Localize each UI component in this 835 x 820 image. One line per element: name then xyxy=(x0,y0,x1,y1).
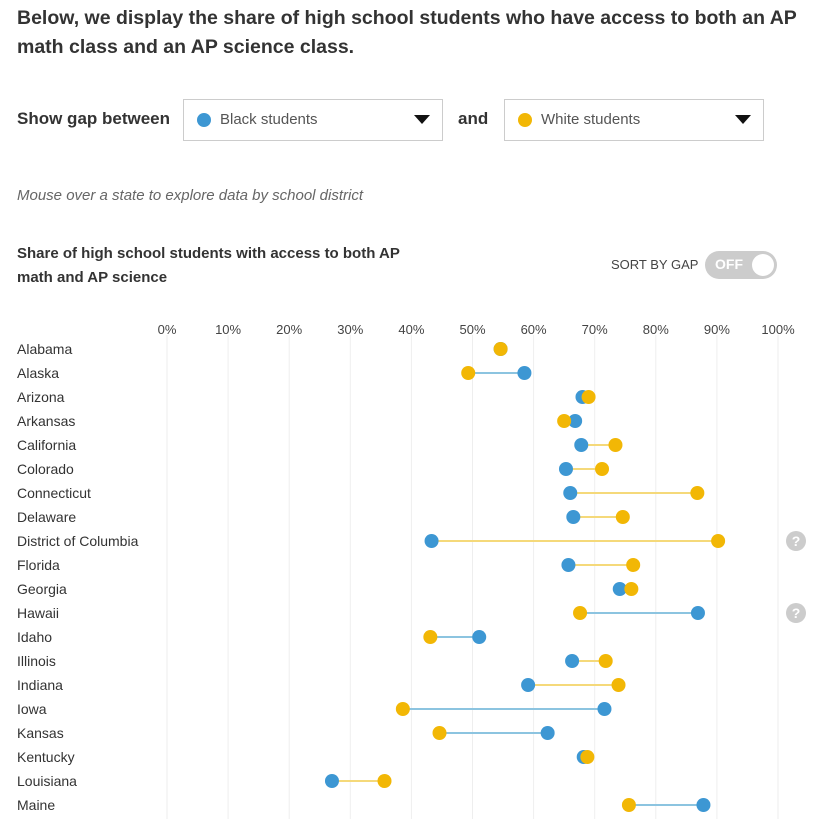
state-label[interactable]: Connecticut xyxy=(17,485,91,501)
help-icon-glyph: ? xyxy=(792,605,801,621)
state-label[interactable]: Idaho xyxy=(17,629,52,645)
and-label: and xyxy=(458,109,489,128)
black-students-point[interactable] xyxy=(424,534,439,548)
black-students-point[interactable] xyxy=(612,582,627,596)
white-students-point[interactable] xyxy=(423,630,438,644)
help-icon[interactable]: ? xyxy=(786,531,806,551)
white-students-point[interactable] xyxy=(580,750,595,764)
state-label[interactable]: Georgia xyxy=(17,581,67,597)
black-students-point[interactable] xyxy=(540,726,555,740)
white-students-point[interactable] xyxy=(395,702,410,716)
white-students-point[interactable] xyxy=(626,558,641,572)
help-icon-circle xyxy=(786,603,806,623)
x-tick-label: 0% xyxy=(158,322,177,337)
black-students-point[interactable] xyxy=(597,702,612,716)
x-tick-label: 60% xyxy=(521,322,547,337)
black-students-point[interactable] xyxy=(565,654,580,668)
x-tick-label: 80% xyxy=(643,322,669,337)
state-label[interactable]: Louisiana xyxy=(17,773,77,789)
hover-hint: Mouse over a state to explore data by sc… xyxy=(17,187,364,204)
white-students-point[interactable] xyxy=(595,462,610,476)
x-tick-label: 10% xyxy=(215,322,241,337)
gap-controls: Show gap between Black students and Whit… xyxy=(17,99,817,141)
state-label[interactable]: Maine xyxy=(17,797,55,813)
state-label[interactable]: Alaska xyxy=(17,365,59,381)
state-label[interactable]: Kansas xyxy=(17,725,64,741)
state-label[interactable]: Delaware xyxy=(17,509,76,525)
x-tick-label: 90% xyxy=(704,322,730,337)
state-label[interactable]: Illinois xyxy=(17,653,56,669)
group1-select-value: Black students xyxy=(220,111,318,128)
black-students-dot-icon xyxy=(197,113,211,127)
black-students-point[interactable] xyxy=(566,510,581,524)
group2-select[interactable]: White students xyxy=(504,99,764,141)
state-label[interactable]: Indiana xyxy=(17,677,63,693)
white-students-point[interactable] xyxy=(493,342,508,356)
state-label[interactable]: Alabama xyxy=(17,341,72,357)
black-students-point[interactable] xyxy=(690,606,705,620)
black-students-point[interactable] xyxy=(561,558,576,572)
state-label[interactable]: Iowa xyxy=(17,701,47,717)
x-tick-label: 100% xyxy=(761,322,795,337)
black-students-point[interactable] xyxy=(568,414,583,428)
white-students-point[interactable] xyxy=(598,654,613,668)
white-students-point[interactable] xyxy=(621,798,636,812)
x-tick-label: 50% xyxy=(459,322,485,337)
black-students-point[interactable] xyxy=(521,678,536,692)
help-icon-circle xyxy=(786,531,806,551)
black-students-point[interactable] xyxy=(563,486,578,500)
black-students-point[interactable] xyxy=(574,438,589,452)
chevron-down-icon xyxy=(414,115,430,124)
white-students-point[interactable] xyxy=(557,414,572,428)
black-students-point[interactable] xyxy=(472,630,487,644)
state-label[interactable]: Kentucky xyxy=(17,749,75,765)
black-students-point[interactable] xyxy=(696,798,711,812)
x-tick-label: 40% xyxy=(398,322,424,337)
black-students-point[interactable] xyxy=(558,462,573,476)
state-label[interactable]: Colorado xyxy=(17,461,74,477)
sort-by-gap-label: SORT BY GAP xyxy=(611,257,699,272)
sort-by-gap-toggle[interactable]: OFF xyxy=(705,251,777,279)
group1-select[interactable]: Black students xyxy=(183,99,443,141)
state-label[interactable]: Florida xyxy=(17,557,60,573)
white-students-point[interactable] xyxy=(377,774,392,788)
x-tick-label: 70% xyxy=(582,322,608,337)
white-students-point[interactable] xyxy=(432,726,447,740)
white-students-point[interactable] xyxy=(711,534,726,548)
state-label[interactable]: California xyxy=(17,437,76,453)
white-students-point[interactable] xyxy=(581,390,596,404)
white-students-point[interactable] xyxy=(615,510,630,524)
white-students-point[interactable] xyxy=(461,366,476,380)
white-students-point[interactable] xyxy=(611,678,626,692)
x-tick-label: 20% xyxy=(276,322,302,337)
intro-text: Below, we display the share of high scho… xyxy=(17,7,797,58)
chart-title: Share of high school students with acces… xyxy=(17,245,400,286)
black-students-point[interactable] xyxy=(324,774,339,788)
help-icon-glyph: ? xyxy=(792,533,801,549)
white-students-point[interactable] xyxy=(608,438,623,452)
white-students-point[interactable] xyxy=(690,486,705,500)
state-label[interactable]: Arkansas xyxy=(17,413,75,429)
white-students-point[interactable] xyxy=(573,606,588,620)
chevron-down-icon xyxy=(735,115,751,124)
show-gap-label: Show gap between xyxy=(17,109,171,128)
x-tick-label: 30% xyxy=(337,322,363,337)
white-students-point[interactable] xyxy=(624,582,639,596)
help-icon[interactable]: ? xyxy=(786,603,806,623)
toggle-knob xyxy=(752,254,774,276)
state-label[interactable]: Hawaii xyxy=(17,605,59,621)
state-label[interactable]: District of Columbia xyxy=(17,533,139,549)
group2-select-value: White students xyxy=(541,111,641,128)
white-students-dot-icon xyxy=(518,113,532,127)
black-students-point[interactable] xyxy=(517,366,532,380)
state-label[interactable]: Arizona xyxy=(17,389,65,405)
toggle-state-text: OFF xyxy=(715,256,743,272)
